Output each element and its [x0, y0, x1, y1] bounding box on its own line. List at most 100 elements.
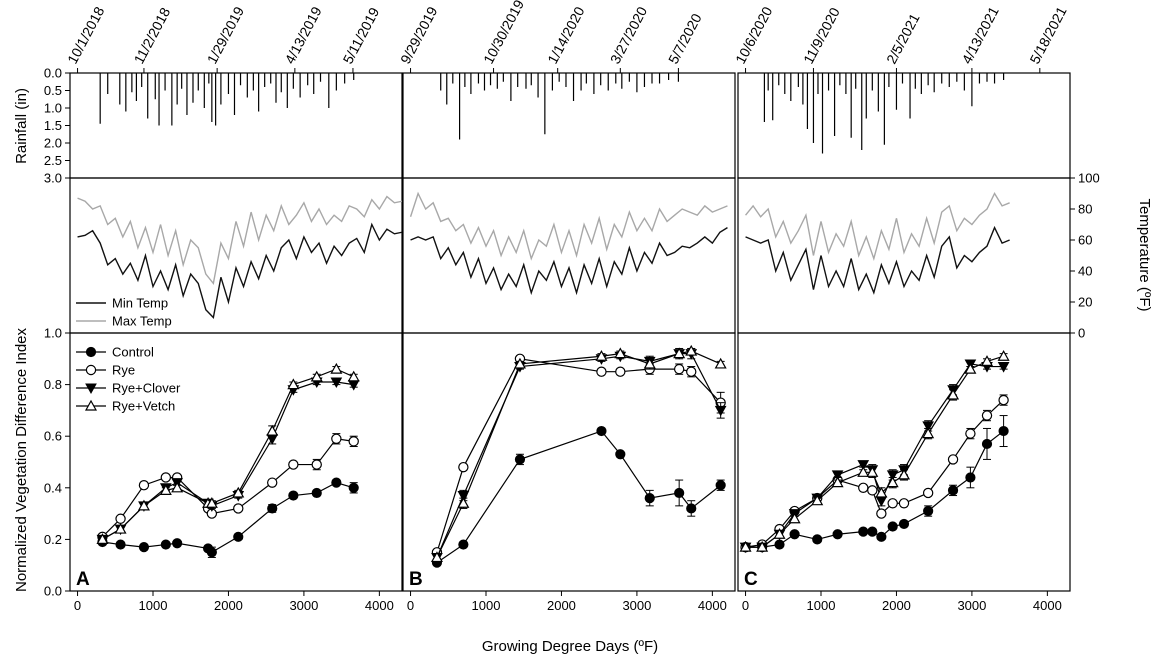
series-line-rye-vetch [745, 355, 1004, 548]
data-point-rye-clover [857, 460, 870, 471]
series-rye [97, 433, 359, 543]
data-point-control [898, 518, 910, 530]
legend-label: Rye+Clover [112, 381, 181, 396]
x-tick-label: 3000 [289, 598, 318, 613]
data-point-control [331, 477, 342, 488]
data-point-rye [998, 394, 1009, 406]
series-rye-clover [431, 347, 727, 564]
max-temp-line [745, 192, 1010, 261]
temperature-tick-label: 60 [1078, 233, 1092, 248]
data-point-rye [686, 366, 697, 377]
legend-marker-rye-vetch [84, 399, 98, 411]
x-tick-label: 2000 [882, 598, 911, 613]
ndvi-tick-label: 0.0 [44, 584, 62, 599]
left-axes: 0.0 0.5 1.0 1.5 2.0 2.5 3.0 0.0 0.2 0.4 0.6 0.8 1.0 [44, 66, 70, 599]
x-tick-label: 2000 [214, 598, 243, 613]
min-temp-line [410, 227, 728, 296]
x-tick-label: 4000 [365, 598, 394, 613]
data-point-rye-clover [997, 362, 1010, 373]
data-point-rye [160, 472, 172, 483]
data-point-control [596, 425, 607, 437]
series-line-rye-vetch [436, 350, 721, 558]
rainfall-tick-label: 0.0 [44, 66, 62, 81]
data-point-rye [981, 410, 993, 421]
data-point-rye-vetch [756, 540, 769, 552]
panel-label: C [744, 569, 758, 590]
data-point-rye-vetch [714, 357, 727, 369]
data-point-rye [887, 498, 898, 509]
date-label: 11/2/2018 [130, 5, 173, 67]
rainfall-axis-title: Rainfall (in) [13, 88, 30, 164]
date-label: 9/29/2019 [397, 4, 440, 67]
x-tick-label: 3000 [957, 598, 986, 613]
temperature-plot-frame [737, 177, 1071, 334]
series-line-control [745, 430, 1004, 548]
data-point-rye-vetch [595, 349, 608, 361]
series-control [431, 425, 726, 568]
data-point-rye-vetch [513, 357, 526, 369]
ndvi-tick-label: 0.8 [44, 377, 62, 392]
data-point-control [288, 490, 299, 501]
data-point-rye [288, 459, 299, 470]
series-rye-vetch [96, 362, 360, 545]
temperature-axis-title: Temperature (ºF) [1136, 198, 1153, 311]
legend-label: Rye [112, 363, 135, 378]
ndvi-tick-label: 0.6 [44, 429, 62, 444]
data-point-rye-vetch [430, 551, 443, 563]
data-point-control [138, 542, 150, 553]
data-point-rye-vetch [114, 522, 127, 534]
temperature-legend: Min Temp Max Temp [76, 296, 172, 329]
rainfall-bars [763, 73, 1005, 154]
data-point-rye [965, 428, 976, 439]
rainfall-tick-label: 2.5 [44, 153, 62, 168]
data-point-rye-vetch [788, 512, 801, 524]
data-point-rye-vetch [96, 533, 109, 545]
data-point-rye [673, 363, 685, 375]
data-point-control [998, 425, 1009, 437]
data-point-rye-clover [886, 470, 899, 481]
data-point-rye-clover [714, 405, 727, 417]
data-point-rye [867, 485, 878, 496]
data-point-control [858, 526, 869, 537]
panels-layer: 10/1/2018 11/2/2018 1/29/2019 4/13/2019 5/11… [44, 0, 1100, 613]
date-label: 1/14/2020 [544, 4, 587, 67]
data-point-rye-vetch [287, 378, 300, 390]
series-control [97, 477, 359, 558]
series-line-rye [745, 399, 1005, 548]
panel-c: 10/6/2020 11/9/2020 2/5/2021 4/13/2021 5/18/… [732, 4, 1071, 613]
data-point-control [267, 503, 278, 514]
data-point-rye-clover [922, 421, 934, 432]
data-point-rye [458, 461, 469, 473]
series-line-rye-clover [745, 363, 1004, 548]
rainfall-tick-label: 2.0 [44, 136, 62, 151]
legend-marker-rye-clover [85, 383, 97, 395]
rainfall-plot-frame [737, 72, 1071, 179]
data-point-rye-vetch [171, 481, 184, 493]
rainfall-tick-label: 1.0 [44, 101, 62, 116]
data-point-rye [947, 454, 959, 465]
data-point-rye-clover [347, 380, 360, 391]
legend-label: Rye+Vetch [112, 399, 175, 414]
series-line-rye [436, 358, 722, 553]
data-point-rye-vetch [773, 528, 786, 539]
panel-b: 9/29/2019 10/30/2019 1/14/2020 3/27/2020 5/7… [397, 0, 736, 613]
data-point-control [774, 539, 785, 550]
right-axis: 0 20 40 60 80 100 [1070, 171, 1100, 341]
data-point-rye-vetch [857, 466, 870, 477]
series-rye [431, 353, 726, 558]
date-label: 4/13/2019 [281, 4, 324, 67]
ndvi-tick-label: 0.4 [44, 480, 62, 495]
date-label: 5/18/2021 [1026, 4, 1069, 67]
date-label: 3/27/2020 [607, 4, 650, 67]
data-point-rye-vetch [643, 357, 656, 369]
data-point-rye-vetch [685, 344, 698, 356]
panel-label: A [76, 569, 90, 590]
date-label: 5/11/2019 [339, 5, 382, 67]
legend-marker-rye [85, 364, 97, 376]
data-point-control [311, 487, 322, 499]
data-point-control [172, 538, 183, 549]
data-point-rye-clover [330, 377, 343, 389]
x-tick-label: 1000 [139, 598, 168, 613]
data-point-rye [596, 366, 607, 377]
ndvi-plot-frame [69, 332, 403, 592]
